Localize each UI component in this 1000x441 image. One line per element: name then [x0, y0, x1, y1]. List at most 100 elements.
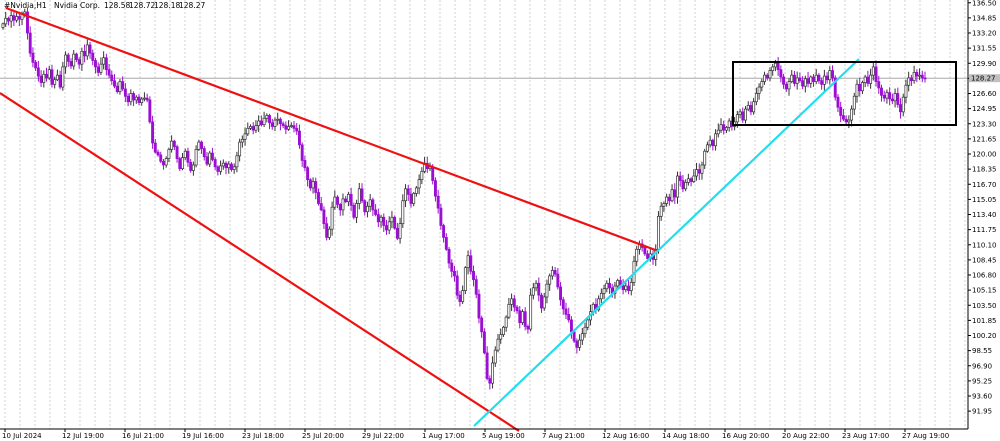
upper-channel-line[interactable] [5, 6, 659, 253]
price-axis[interactable]: 136.50134.85133.20131.55129.90128.25126.… [968, 0, 997, 416]
candle-body [417, 179, 421, 189]
candle [825, 72, 829, 84]
candle-body [583, 326, 587, 335]
candle-body [191, 164, 195, 171]
candle-body [556, 273, 560, 288]
candle [488, 375, 492, 390]
candle-body [735, 114, 739, 123]
candle-body [352, 204, 356, 218]
candle [542, 293, 546, 311]
candle-body [714, 133, 718, 147]
candle [385, 219, 388, 235]
candle-body [493, 349, 497, 364]
candle [499, 328, 503, 344]
candle [882, 90, 886, 102]
candle-body [529, 294, 533, 330]
candle [828, 66, 832, 85]
y-tick-label: 133.20 [972, 30, 997, 38]
candle [360, 183, 364, 204]
candle-body [447, 248, 451, 264]
candle-body [289, 125, 293, 127]
candle [151, 115, 155, 149]
candle [605, 280, 609, 293]
candle [191, 161, 195, 176]
candle [202, 146, 206, 161]
candle [461, 285, 465, 304]
candle [869, 68, 873, 89]
candle-body [227, 163, 231, 169]
candle-body [703, 150, 707, 166]
candle-body [387, 221, 391, 231]
candle-body [866, 76, 870, 84]
candle [118, 79, 122, 95]
candle [216, 165, 220, 176]
y-tick-label: 123.30 [972, 120, 997, 128]
candle [259, 115, 263, 127]
consolidation-box[interactable] [732, 61, 957, 126]
candle-body [406, 188, 410, 195]
candle [420, 167, 424, 185]
candle-body [85, 44, 89, 57]
candle [852, 92, 856, 115]
candle-body [183, 150, 187, 159]
candle-body [311, 181, 315, 189]
candle [559, 282, 563, 306]
candle [175, 144, 179, 163]
candle [153, 139, 157, 154]
candle-body [469, 255, 473, 272]
candle-body [162, 160, 165, 166]
candle [379, 214, 383, 228]
candle-body [482, 331, 486, 354]
candle [779, 65, 783, 83]
candle [327, 226, 331, 240]
candle [91, 49, 95, 66]
candle [409, 187, 413, 208]
candle [801, 76, 805, 90]
candle [387, 216, 391, 235]
candle-body [453, 270, 456, 277]
candle-body [246, 127, 250, 135]
candle-body [295, 127, 299, 132]
x-tick-label: 29 Jul 22:00 [362, 432, 404, 440]
candle [749, 101, 753, 116]
candle-body [676, 175, 679, 198]
candle [221, 159, 225, 170]
candle-body [58, 74, 62, 88]
x-tick-label: 12 Jul 19:00 [62, 432, 104, 440]
candle [126, 93, 130, 107]
chart-header: #Nvidia,H1 Nvidia Corp. 128.58 128.72 12… [4, 1, 205, 10]
trendlines[interactable] [0, 6, 957, 432]
candle [480, 315, 484, 338]
candle [714, 129, 718, 151]
candle-body [461, 290, 465, 302]
uptrend-line[interactable] [473, 58, 860, 427]
candle-body [34, 61, 38, 69]
candle-body [841, 115, 845, 120]
candle-body [578, 339, 582, 348]
candle [268, 113, 271, 130]
candle-body [918, 74, 922, 77]
lower-channel-line[interactable] [0, 92, 520, 432]
candle [763, 71, 766, 85]
x-tick-label: 16 Aug 20:00 [722, 432, 769, 440]
candle-body [200, 141, 203, 149]
candle [806, 72, 810, 88]
candle-body [700, 164, 704, 174]
time-axis[interactable]: 10 Jul 2024 12 Jul 19:00 16 Jul 21:00 19 Ju… [2, 429, 949, 440]
candle [292, 121, 296, 133]
candle [909, 74, 913, 86]
instrument-label: Nvidia Corp. [54, 1, 100, 10]
candle [281, 121, 285, 129]
candle [417, 174, 421, 195]
candle [317, 188, 320, 206]
candle-body [202, 148, 206, 158]
candle-body [681, 180, 685, 190]
candle-body [608, 282, 611, 289]
y-tick-label: 100.20 [972, 332, 997, 340]
candle [338, 203, 342, 216]
candle-body [257, 120, 261, 126]
candle-body [526, 325, 530, 330]
candle [227, 161, 231, 174]
